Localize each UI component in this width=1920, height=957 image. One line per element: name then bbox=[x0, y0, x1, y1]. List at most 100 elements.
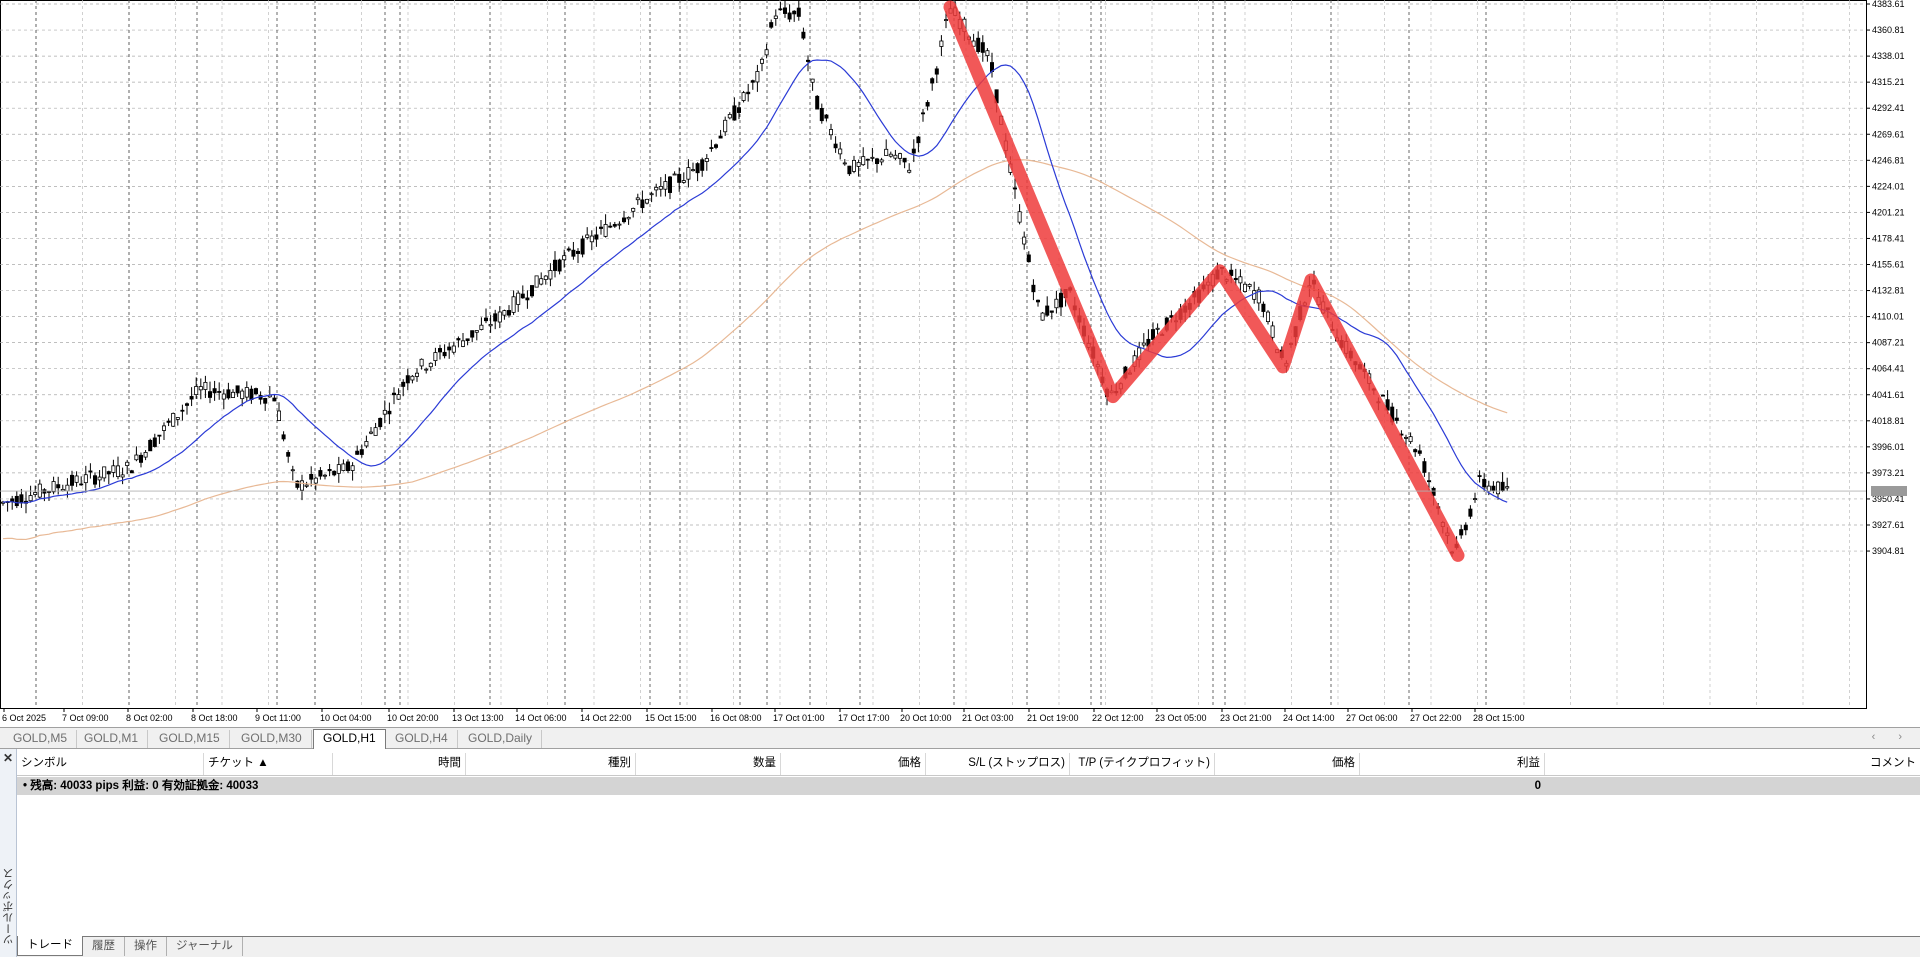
candle-body bbox=[47, 491, 52, 493]
candle-body bbox=[341, 463, 346, 471]
candle-body bbox=[327, 469, 332, 472]
candle-body bbox=[1473, 498, 1478, 501]
col-ticket[interactable]: チケット ▲ bbox=[204, 753, 333, 775]
x-tick-label: 15 Oct 15:00 bbox=[645, 713, 697, 723]
candle-body bbox=[1477, 475, 1482, 477]
candle-body bbox=[649, 193, 654, 196]
tab-operations[interactable]: 操作 bbox=[125, 937, 167, 956]
col-time[interactable]: 時間 bbox=[333, 753, 466, 775]
candle-body bbox=[1031, 284, 1036, 293]
candle-body bbox=[888, 153, 893, 157]
candle-body bbox=[14, 495, 19, 507]
candle-body bbox=[1151, 329, 1156, 340]
candle-body bbox=[244, 387, 249, 398]
candle-body bbox=[106, 471, 111, 475]
tab-gold-daily[interactable]: GOLD,Daily bbox=[459, 730, 543, 748]
chart-canvas[interactable]: 4383.61 4360.81 4338.01 4315.21 4292.41 4269.… bbox=[0, 0, 1920, 727]
candle-body bbox=[838, 148, 843, 155]
candle-body bbox=[925, 102, 930, 107]
candle-body bbox=[571, 249, 576, 257]
candle-body bbox=[93, 475, 98, 485]
candle-body bbox=[203, 381, 208, 390]
candle-body bbox=[525, 297, 530, 301]
slow-ma-line bbox=[2, 159, 1508, 541]
price-chart[interactable]: 4383.61 4360.81 4338.01 4315.21 4292.41 4269.… bbox=[0, 0, 1920, 727]
candle-body bbox=[760, 58, 765, 64]
candle-body bbox=[939, 40, 944, 47]
x-tick-label: 20 Oct 10:00 bbox=[900, 713, 952, 723]
candle-body bbox=[1491, 485, 1496, 491]
col-symbol[interactable]: シンボル bbox=[17, 753, 204, 775]
candle-body bbox=[207, 391, 212, 398]
y-tick-label: 4064.41 bbox=[1872, 364, 1905, 374]
y-tick-label: 4110.01 bbox=[1872, 312, 1904, 322]
x-tick-label: 14 Oct 06:00 bbox=[515, 713, 567, 723]
x-tick-label: 13 Oct 13:00 bbox=[452, 713, 504, 723]
y-tick-label: 4155.61 bbox=[1872, 260, 1905, 270]
candle-body bbox=[102, 466, 107, 479]
balance-summary-row[interactable]: • 残高: 40033 pips 利益: 0 有効証拠金: 40033 0 bbox=[17, 777, 1920, 795]
y-tick-label: 4018.81 bbox=[1872, 416, 1905, 426]
candle-body bbox=[433, 352, 438, 362]
tab-gold-m1[interactable]: GOLD,M1 bbox=[75, 730, 149, 748]
candle-body bbox=[631, 207, 636, 212]
x-tick-label: 8 Oct 18:00 bbox=[191, 713, 238, 723]
candle-body bbox=[79, 483, 84, 486]
candle-body bbox=[516, 292, 521, 305]
candle-body bbox=[493, 313, 498, 322]
tab-gold-m30[interactable]: GOLD,M30 bbox=[232, 730, 312, 748]
candle-body bbox=[221, 393, 226, 400]
tab-gold-h4[interactable]: GOLD,H4 bbox=[386, 730, 458, 748]
candle-body bbox=[654, 186, 659, 191]
candle-body bbox=[608, 225, 613, 228]
tab-gold-m5[interactable]: GOLD,M5 bbox=[4, 730, 78, 748]
col-profit[interactable]: 利益 bbox=[1360, 753, 1545, 775]
col-comment[interactable]: コメント bbox=[1870, 757, 1916, 769]
candle-body bbox=[396, 394, 401, 400]
candle-body bbox=[1417, 450, 1422, 454]
candle-body bbox=[70, 474, 75, 486]
col-price[interactable]: 価格 bbox=[781, 753, 926, 775]
candle-body bbox=[976, 37, 981, 53]
col-type[interactable]: 種別 bbox=[466, 753, 636, 775]
candle-body bbox=[350, 465, 355, 471]
close-icon[interactable]: ✕ bbox=[3, 751, 14, 765]
col-current-price[interactable]: 価格 bbox=[1215, 753, 1360, 775]
candle-body bbox=[290, 469, 295, 472]
x-tick-label: 9 Oct 11:00 bbox=[255, 713, 301, 723]
candle-body bbox=[566, 248, 571, 251]
tab-scroll-arrows[interactable]: ‹ › bbox=[1871, 731, 1912, 743]
col-take-profit[interactable]: T/P (テイクプロフィット) bbox=[1070, 753, 1215, 775]
tab-trade[interactable]: トレード bbox=[17, 936, 83, 956]
tab-journal[interactable]: ジャーナル bbox=[167, 937, 243, 956]
tab-history[interactable]: 履歴 bbox=[83, 937, 125, 956]
candle-body bbox=[465, 338, 470, 342]
candle-body bbox=[345, 461, 350, 472]
candle-body bbox=[1266, 311, 1271, 322]
candle-body bbox=[295, 480, 300, 488]
candle-body bbox=[37, 483, 42, 498]
candle-body bbox=[930, 78, 935, 84]
candle-body bbox=[709, 147, 714, 149]
col-volume[interactable]: 数量 bbox=[636, 753, 781, 775]
candle-body bbox=[373, 427, 378, 436]
candle-body bbox=[456, 338, 461, 341]
col-stop-loss[interactable]: S/L (ストップロス) bbox=[926, 753, 1070, 775]
candle-body bbox=[1045, 305, 1050, 316]
candle-body bbox=[714, 144, 719, 148]
candle-body bbox=[148, 439, 153, 452]
tab-gold-m15[interactable]: GOLD,M15 bbox=[150, 730, 230, 748]
candle-body bbox=[617, 223, 622, 226]
candle-body bbox=[1463, 524, 1468, 531]
x-tick-label: 10 Oct 04:00 bbox=[320, 713, 372, 723]
candle-body bbox=[74, 475, 79, 483]
candle-body bbox=[980, 42, 985, 53]
candle-body bbox=[401, 381, 406, 387]
tab-gold-h1[interactable]: GOLD,H1 bbox=[313, 729, 386, 749]
y-tick-label: 4315.21 bbox=[1872, 77, 1905, 87]
candle-body bbox=[419, 358, 424, 367]
y-tick-label: 3904.81 bbox=[1872, 546, 1905, 556]
candle-body bbox=[194, 386, 199, 396]
candle-body bbox=[470, 330, 475, 338]
candle-body bbox=[364, 441, 369, 447]
